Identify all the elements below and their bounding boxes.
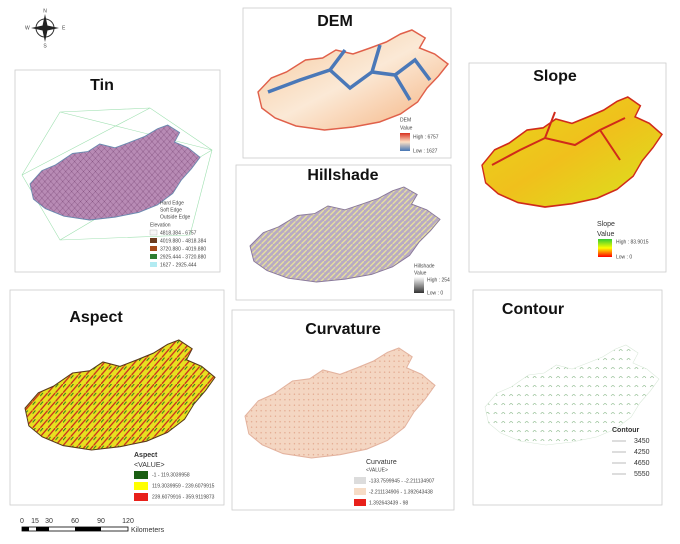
- slope-panel: Slope Slope Value High : 83.9015 Low : 0: [468, 62, 667, 273]
- panel-title: Curvature: [305, 321, 381, 338]
- panel-title: Slope: [533, 68, 577, 85]
- legend-title: Slope: [597, 221, 615, 228]
- legend-class: 3450: [634, 438, 650, 445]
- curvature-panel: Curvature Curvature <VALUE> -133.7599945…: [231, 309, 455, 511]
- scale-label: 60: [71, 518, 79, 525]
- legend-class: 119.3039959 - 239.6079915: [152, 483, 215, 489]
- legend-edge: Outside Edge: [160, 214, 191, 220]
- legend-class: 3720.880 - 4019.880: [160, 246, 206, 252]
- compass-n: N: [43, 8, 47, 14]
- compass: N S E W: [25, 8, 66, 49]
- legend-high: High : 6757: [413, 134, 439, 140]
- legend-low: Low : 0: [616, 254, 632, 260]
- legend-subtitle: Value: [400, 125, 413, 131]
- legend-class: 2925.444 - 3720.880: [160, 254, 206, 260]
- panel-title: Tin: [90, 77, 114, 94]
- scale-bar: 0 15 30 60 90 120 Kilometers: [20, 518, 165, 534]
- legend-class: 4650: [634, 460, 650, 467]
- hillshade-panel: Hillshade Hillshade Value High : 254 Low…: [235, 164, 452, 301]
- legend-class: 4250: [634, 449, 650, 456]
- compass-s: S: [43, 43, 47, 49]
- scale-label: 30: [45, 518, 53, 525]
- legend-class: 1627 - 2925.444: [160, 262, 197, 268]
- legend-class: 4019.880 - 4818.384: [160, 238, 206, 244]
- scale-label: 120: [122, 518, 134, 525]
- compass-w: W: [25, 25, 30, 31]
- legend-class: -2.211134906 - 1.392643438: [369, 489, 433, 495]
- scale-label: 15: [31, 518, 39, 525]
- legend-subtitle: <VALUE>: [134, 462, 165, 469]
- legend-class: 239.6079916 - 359.9119873: [152, 494, 215, 500]
- tin-panel: Tin Hard Edge Soft Edge Outside Edge Ele…: [14, 69, 221, 273]
- legend-title: Aspect: [134, 452, 158, 459]
- legend-title: Contour: [612, 427, 639, 434]
- compass-e: E: [62, 25, 66, 31]
- legend-class: 4818.384 - 6757: [160, 230, 197, 236]
- aspect-panel: Aspect Aspect <VALUE> -1 - 119.3039958 1…: [9, 289, 225, 506]
- scale-unit: Kilometers: [131, 527, 165, 534]
- legend-high: High : 254: [427, 277, 450, 283]
- scale-label: 0: [20, 518, 24, 525]
- panel-title: Contour: [502, 301, 564, 318]
- legend-edge: Hard Edge: [160, 200, 184, 206]
- legend-title: DEM: [400, 117, 411, 123]
- legend-subtitle: Value: [414, 270, 427, 276]
- scale-label: 90: [97, 518, 105, 525]
- panel-title: Hillshade: [307, 167, 378, 184]
- legend-class: 5550: [634, 471, 650, 478]
- legend-edge: Soft Edge: [160, 207, 182, 213]
- legend-high: High : 83.9015: [616, 239, 649, 245]
- legend-title: Elevation: [150, 222, 171, 228]
- legend-subtitle: Value: [597, 231, 614, 238]
- contour-panel: Contour Contour 3450 4250 4650 5550: [472, 289, 663, 506]
- panel-title: DEM: [317, 13, 353, 30]
- legend-class: 1.392643439 - 98: [369, 500, 408, 506]
- legend-low: Low : 1627: [413, 148, 438, 154]
- legend-title: Curvature: [366, 459, 397, 466]
- dem-panel: DEM DEM Value High : 6757 Low : 1627: [242, 7, 452, 159]
- legend-title: Hillshade: [414, 263, 435, 269]
- legend-subtitle: <VALUE>: [366, 467, 388, 473]
- legend-class: -133.7599945 - -2.211134907: [369, 478, 435, 484]
- panel-title: Aspect: [69, 309, 123, 326]
- legend-low: Low : 0: [427, 290, 443, 296]
- legend-class: -1 - 119.3039958: [152, 472, 190, 478]
